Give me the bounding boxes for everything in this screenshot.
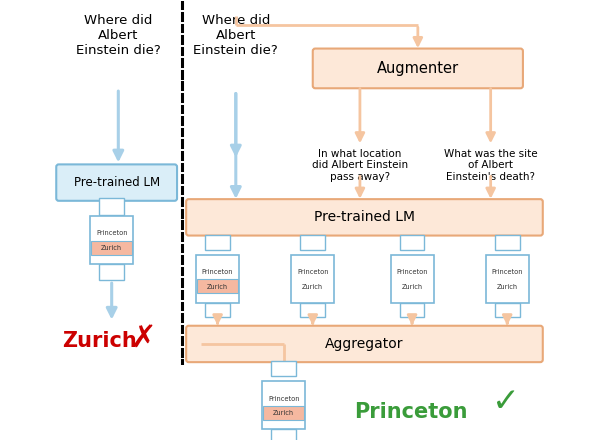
Text: What was the site
of Albert
Einstein's death?: What was the site of Albert Einstein's d… [444,149,538,182]
Text: Princeton: Princeton [96,230,127,236]
FancyBboxPatch shape [99,264,124,280]
Text: Pre-trained LM: Pre-trained LM [74,176,159,189]
Text: Zurich: Zurich [101,245,122,251]
Text: ✗: ✗ [130,324,156,352]
Text: Princeton: Princeton [202,269,233,275]
FancyBboxPatch shape [91,241,132,255]
Text: Princeton: Princeton [396,269,428,275]
Text: Aggregator: Aggregator [325,337,403,351]
FancyBboxPatch shape [197,279,239,293]
Text: Princeton: Princeton [354,402,467,422]
FancyBboxPatch shape [99,198,124,215]
FancyBboxPatch shape [300,303,325,318]
FancyBboxPatch shape [271,361,296,376]
FancyBboxPatch shape [495,303,519,318]
FancyBboxPatch shape [205,303,230,318]
FancyBboxPatch shape [186,199,543,235]
FancyBboxPatch shape [186,326,543,362]
FancyBboxPatch shape [300,235,325,249]
FancyBboxPatch shape [313,48,523,88]
Text: Zurich: Zurich [273,411,294,416]
Text: Where did
Albert
Einstein die?: Where did Albert Einstein die? [193,14,278,57]
Text: ✓: ✓ [492,385,519,418]
Text: Augmenter: Augmenter [377,61,459,76]
Text: Zurich: Zurich [402,284,423,290]
FancyBboxPatch shape [271,429,296,440]
FancyBboxPatch shape [391,255,434,303]
FancyBboxPatch shape [291,255,334,303]
Text: In what location
did Albert Einstein
pass away?: In what location did Albert Einstein pas… [312,149,408,182]
Text: Zurich: Zurich [207,284,228,290]
Text: Princeton: Princeton [492,269,523,275]
Text: Princeton: Princeton [297,269,329,275]
FancyBboxPatch shape [400,235,425,249]
FancyBboxPatch shape [262,381,305,429]
Text: Pre-trained LM: Pre-trained LM [314,210,415,224]
Text: Zurich: Zurich [496,284,518,290]
FancyBboxPatch shape [486,255,528,303]
Text: Zurich: Zurich [302,284,323,290]
FancyBboxPatch shape [205,235,230,249]
Text: Zurich: Zurich [62,330,137,351]
FancyBboxPatch shape [196,255,239,303]
FancyBboxPatch shape [495,235,519,249]
Text: Princeton: Princeton [268,396,300,402]
Text: Where did
Albert
Einstein die?: Where did Albert Einstein die? [76,14,161,57]
FancyBboxPatch shape [56,165,177,201]
FancyBboxPatch shape [263,406,304,420]
FancyBboxPatch shape [90,216,133,264]
FancyBboxPatch shape [400,303,425,318]
